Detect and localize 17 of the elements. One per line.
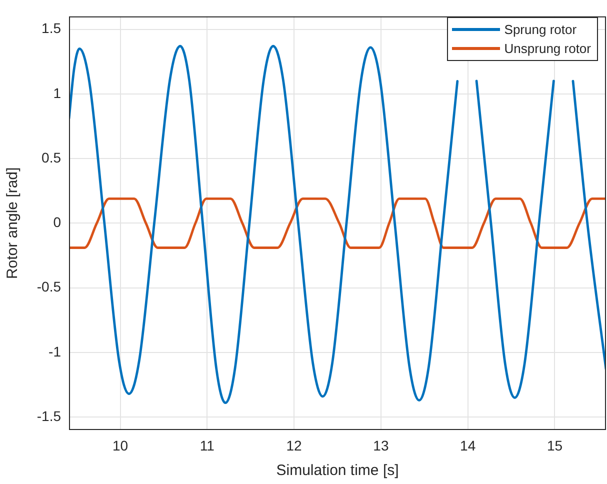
x-tick-label: 11 [200, 437, 215, 454]
x-tick-label: 12 [286, 437, 302, 454]
x-tick-label: 15 [546, 437, 563, 454]
x-axis-title: Simulation time [s] [276, 462, 399, 480]
x-tick-label: 14 [460, 437, 476, 454]
y-tick-label: 0 [53, 214, 62, 230]
y-tick-label: -1 [48, 343, 62, 360]
legend-label: Unsprung rotor [504, 41, 591, 56]
y-axis-title: Rotor angle [rad] [4, 167, 22, 280]
y-tick-label: -0.5 [36, 278, 62, 295]
legend-label: Sprung rotor [504, 22, 577, 37]
y-tick-label: 1 [53, 84, 62, 101]
x-tick-label: 10 [112, 437, 128, 454]
y-tick-label: 1.5 [42, 20, 62, 36]
y-tick-label: 0.5 [42, 149, 62, 166]
x-tick-label: 13 [373, 437, 389, 454]
y-tick-label: -1.5 [36, 408, 62, 424]
